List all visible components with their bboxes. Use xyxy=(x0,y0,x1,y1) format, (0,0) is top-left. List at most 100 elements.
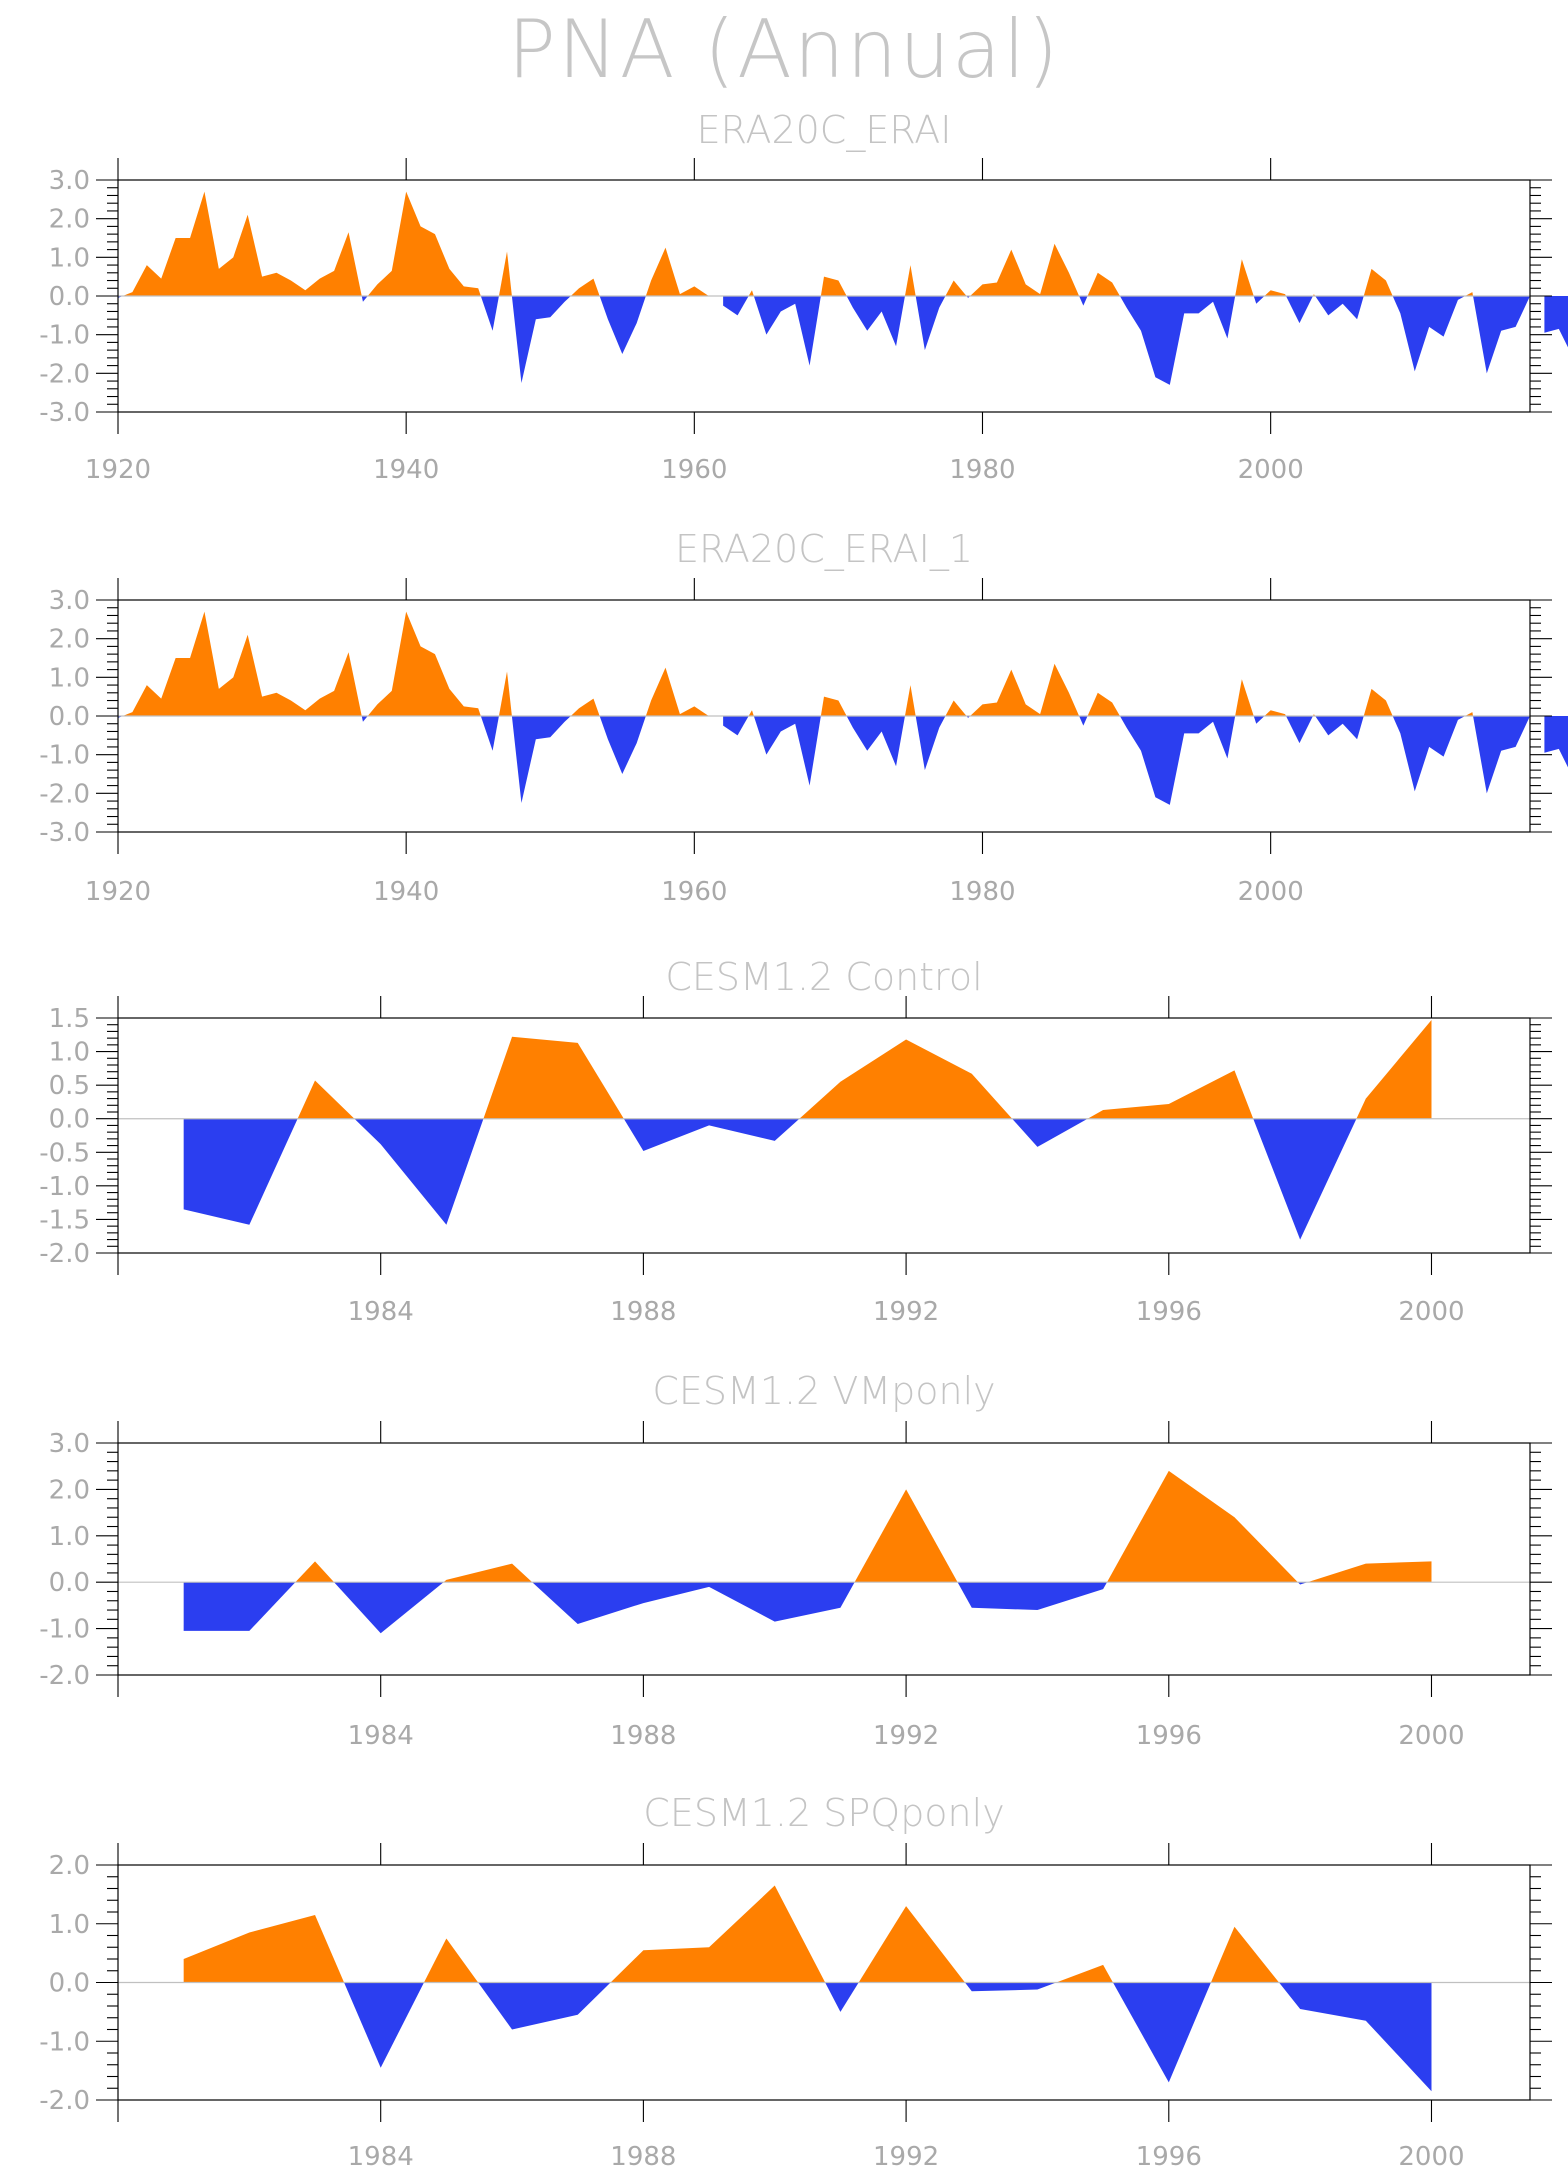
negative-area-6 xyxy=(1279,1982,1432,2092)
negative-area-9 xyxy=(915,716,946,771)
positive-area-10 xyxy=(970,243,1080,296)
positive-area-15 xyxy=(1363,268,1393,296)
negative-area-18 xyxy=(1544,296,1568,348)
negative-area-3 xyxy=(532,1582,855,1624)
x-tick-label: 1992 xyxy=(873,1721,939,1751)
chart-title: CESM1.2 SPQponly xyxy=(643,1791,1004,1835)
negative-area-18 xyxy=(1544,716,1568,768)
y-tick-label: -1.0 xyxy=(39,741,90,771)
positive-area-8 xyxy=(904,265,916,296)
x-tick-label: 2000 xyxy=(1398,1721,1464,1751)
negative-area-2 xyxy=(478,1982,611,2030)
x-tick-label: 1988 xyxy=(610,1297,676,1327)
x-tick-label: 1984 xyxy=(348,1297,414,1327)
positive-area-16 xyxy=(1465,292,1474,296)
positive-area-5 xyxy=(1356,1020,1432,1119)
positive-area-13 xyxy=(1264,710,1287,716)
positive-area-2 xyxy=(367,611,481,716)
y-tick-label: 2.0 xyxy=(49,205,90,235)
chart-panel-5: CESM1.2 SPQponly -2.0 -1.0 0.0 1.0 2.0 1984 198… xyxy=(39,1791,1552,2172)
positive-area-1 xyxy=(183,1914,345,1983)
positive-area-2 xyxy=(423,1938,479,1983)
positive-area-13 xyxy=(1264,290,1287,296)
positive-area-5 xyxy=(1307,1561,1432,1583)
positive-area-1 xyxy=(122,611,362,716)
positive-area-3 xyxy=(799,1039,1013,1119)
negative-area-17 xyxy=(1473,296,1530,374)
negative-area-3 xyxy=(825,1982,859,2012)
y-tick-label: 0.5 xyxy=(49,1071,90,1101)
y-tick-label: 0.0 xyxy=(49,1568,90,1598)
negative-area-13 xyxy=(1253,716,1265,724)
positive-area-9 xyxy=(945,280,967,296)
y-tick-label: -3.0 xyxy=(39,818,90,848)
positive-area-5 xyxy=(645,667,709,716)
positive-area-11 xyxy=(1087,692,1120,716)
y-tick-label: 3.0 xyxy=(49,166,90,196)
plot-frame xyxy=(117,1442,1531,1676)
y-tick-label: 1.0 xyxy=(49,1522,90,1552)
negative-area-9 xyxy=(915,296,946,351)
x-tick-label: 1992 xyxy=(873,2142,939,2172)
negative-area-16 xyxy=(1392,296,1466,372)
negative-area-2 xyxy=(361,296,368,302)
negative-area-12 xyxy=(1119,716,1236,805)
x-tick-label: 1988 xyxy=(610,1721,676,1751)
x-tick-label: 1984 xyxy=(348,1721,414,1751)
x-tick-label: 1940 xyxy=(373,877,439,907)
y-tick-label: -2.0 xyxy=(39,1239,90,1269)
y-tick-label: 1.0 xyxy=(49,1910,90,1940)
x-tick-label: 1992 xyxy=(873,1297,939,1327)
positive-area-3 xyxy=(498,251,512,296)
positive-area-2 xyxy=(367,191,481,296)
negative-area-14 xyxy=(1286,296,1313,324)
negative-area-3 xyxy=(623,1118,800,1151)
y-tick-label: -1.5 xyxy=(39,1205,90,1235)
y-tick-label: -2.0 xyxy=(39,2086,90,2116)
x-tick-label: 1940 xyxy=(373,455,439,485)
chart-panel-4: CESM1.2 VMponly -2.0 -1.0 0.0 1.0 2.0 3.0 1984 1… xyxy=(39,1369,1552,1751)
negative-area-6 xyxy=(723,296,749,316)
y-tick-label: 1.0 xyxy=(49,663,90,693)
positive-area-5 xyxy=(1056,1964,1113,1983)
y-tick-label: 0.0 xyxy=(49,1969,90,1999)
chart-panel-1: ERA20C_ERAI -3.0 -2.0 -1.0 0.0 1.0 2.0 3.0 1920 1… xyxy=(39,108,1568,485)
positive-area-6 xyxy=(748,290,754,296)
positive-area-6 xyxy=(1210,1926,1280,1983)
x-tick-label: 1988 xyxy=(610,2142,676,2172)
x-tick-label: 1984 xyxy=(348,2142,414,2172)
x-tick-label: 1960 xyxy=(661,877,727,907)
negative-area-4 xyxy=(964,1982,1057,1992)
y-tick-label: -2.0 xyxy=(39,1661,90,1691)
negative-area-11 xyxy=(1079,716,1088,726)
positive-area-1 xyxy=(295,1561,335,1583)
y-tick-label: 2.0 xyxy=(49,1475,90,1505)
x-tick-label: 1996 xyxy=(1136,1721,1202,1751)
positive-area-2 xyxy=(483,1036,624,1119)
negative-area-17 xyxy=(1473,716,1530,794)
positive-area-1 xyxy=(122,191,362,296)
negative-area-5 xyxy=(1253,1118,1357,1240)
negative-area-2 xyxy=(354,1118,484,1225)
negative-area-13 xyxy=(1253,296,1265,304)
y-tick-label: 3.0 xyxy=(49,1429,90,1459)
x-tick-label: 2000 xyxy=(1238,455,1304,485)
chart-title: CESM1.2 VMponly xyxy=(652,1369,995,1413)
positive-area-3 xyxy=(854,1489,958,1583)
positive-area-10 xyxy=(970,663,1080,716)
positive-area-11 xyxy=(1087,272,1120,296)
positive-area-5 xyxy=(645,247,709,296)
y-tick-label: 0.0 xyxy=(49,702,90,732)
negative-area-3 xyxy=(480,296,499,331)
y-tick-label: -2.0 xyxy=(39,779,90,809)
negative-area-7 xyxy=(753,716,821,786)
x-tick-label: 1980 xyxy=(949,455,1015,485)
positive-area-12 xyxy=(1235,679,1254,716)
positive-area-7 xyxy=(820,276,847,296)
negative-area-16 xyxy=(1392,716,1466,792)
negative-area-15 xyxy=(1315,716,1364,740)
negative-area-5 xyxy=(599,296,646,354)
y-tick-label: 3.0 xyxy=(49,586,90,616)
x-tick-label: 1996 xyxy=(1136,2142,1202,2172)
negative-area-2 xyxy=(361,716,368,722)
